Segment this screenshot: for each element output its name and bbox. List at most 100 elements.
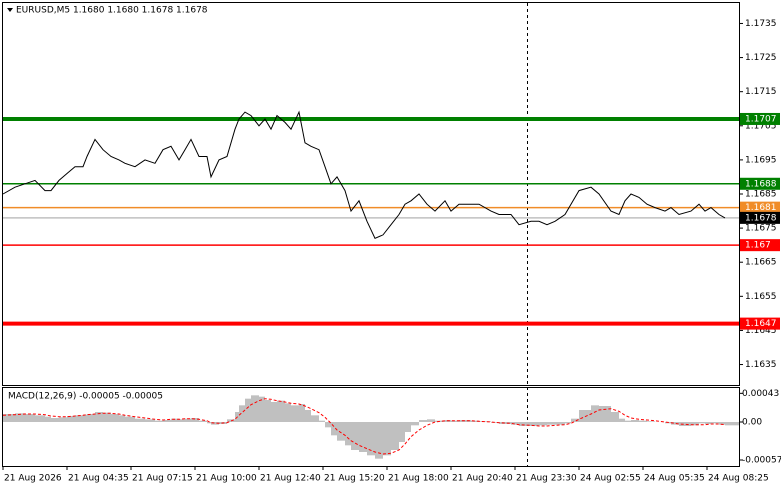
macd-bar <box>565 422 571 424</box>
macd-bar <box>555 422 565 425</box>
y-tick-label: 0.00 <box>742 418 762 428</box>
macd-bar <box>499 422 511 424</box>
y-tick-label: 1.1705 <box>745 121 777 131</box>
macd-bar <box>399 422 405 442</box>
plot-layer: 1.17351.17251.17151.17051.16951.16851.16… <box>2 19 781 484</box>
level-label: 1.167 <box>745 241 771 251</box>
macd-bar <box>337 422 345 441</box>
x-tick-label: 21 Aug 18:00 <box>388 474 449 484</box>
y-tick-label: 1.1635 <box>745 360 777 370</box>
level-label: 1.1688 <box>745 179 777 189</box>
macd-bar <box>611 412 619 422</box>
macd-bar <box>145 419 155 422</box>
macd-bar <box>45 416 51 422</box>
level-box <box>740 177 780 190</box>
macd-bar <box>531 422 539 426</box>
macd-bar <box>305 410 311 422</box>
macd-bar <box>259 396 265 422</box>
macd-bar <box>25 414 35 422</box>
macd-bar <box>547 422 555 425</box>
chart-title: EURUSD,M5 1.1680 1.1680 1.1678 1.1678 <box>16 6 208 16</box>
price-line <box>2 110 726 239</box>
macd-bar <box>319 420 325 422</box>
macd-bar <box>639 420 647 422</box>
level-label: 1.1678 <box>745 213 777 223</box>
macd-bar <box>625 420 631 422</box>
level-box <box>740 211 780 224</box>
macd-bar <box>135 418 145 422</box>
macd-bar <box>239 405 245 422</box>
macd-bar <box>155 420 163 422</box>
macd-bar <box>35 415 45 422</box>
x-tick-label: 24 Aug 05:35 <box>644 474 705 484</box>
x-tick-label: 21 Aug 07:15 <box>132 474 193 484</box>
macd-bar <box>671 422 679 425</box>
macd-bar <box>367 422 375 456</box>
macd-bar <box>75 415 83 422</box>
macd-bar <box>411 422 419 426</box>
y-tick-label: 1.1725 <box>745 53 777 63</box>
macd-bar <box>519 422 531 426</box>
macd-bar <box>245 398 251 422</box>
macd-bar <box>3 414 15 422</box>
macd-bar <box>277 400 285 422</box>
macd-bar <box>451 420 459 422</box>
x-tick-label: 21 Aug 23:30 <box>516 474 577 484</box>
macd-bar <box>705 422 711 424</box>
x-tick-label: 21 Aug 12:40 <box>260 474 321 484</box>
macd-bar <box>719 422 725 425</box>
macd-bar <box>427 419 435 422</box>
level-label: 1.1707 <box>745 114 777 124</box>
macd-bar <box>331 422 337 436</box>
macd-bar <box>631 420 639 422</box>
macd-bar <box>125 416 135 422</box>
macd-bar <box>479 421 491 422</box>
menu-arrow <box>7 8 13 12</box>
macd-bar <box>647 421 655 422</box>
macd-bar <box>119 415 125 422</box>
macd-bar <box>725 422 739 426</box>
macd-bar <box>103 412 111 422</box>
macd-bar <box>191 418 199 422</box>
signal-line <box>2 398 726 455</box>
macd-bar <box>345 422 351 446</box>
macd-bar <box>325 422 331 428</box>
macd-frame <box>2 387 740 467</box>
macd-bar <box>691 422 699 426</box>
macd-bar <box>95 412 103 422</box>
macd-bar <box>491 422 499 423</box>
macd-bar <box>619 418 625 422</box>
x-tick-label: 24 Aug 02:55 <box>580 474 641 484</box>
macd-bar <box>375 422 383 459</box>
x-tick-label: 21 Aug 04:35 <box>68 474 129 484</box>
macd-bar <box>185 418 191 422</box>
macd-bar <box>311 415 319 422</box>
macd-bar <box>711 422 719 424</box>
macd-bar <box>579 410 591 422</box>
macd-bar <box>211 422 219 425</box>
macd-bar <box>511 422 519 425</box>
x-tick-label: 21 Aug 2026 <box>4 474 62 484</box>
level-label: 1.1647 <box>745 319 777 329</box>
y-tick-label: 1.1665 <box>745 258 777 268</box>
macd-bar <box>199 420 207 422</box>
y-tick-label: 0.00043 <box>742 389 779 399</box>
macd-bar <box>285 403 291 422</box>
macd-bar <box>207 422 211 424</box>
level-box <box>740 112 780 125</box>
macd-bar <box>87 414 95 422</box>
macd-bar <box>83 414 87 422</box>
macd-bar <box>391 422 399 450</box>
macd-bar <box>299 404 305 422</box>
y-tick-label: 1.1695 <box>745 155 777 165</box>
level-box <box>740 201 780 214</box>
y-tick-label: 1.1715 <box>745 87 777 97</box>
macd-bar <box>271 402 277 422</box>
macd-bar <box>405 422 411 432</box>
macd-bar <box>163 420 171 422</box>
y-tick-label: 1.1645 <box>745 326 777 336</box>
macd-bar <box>171 418 179 422</box>
macd-bar <box>359 422 367 452</box>
macd-title: MACD(12,26,9) -0.00005 -0.00005 <box>8 392 163 402</box>
